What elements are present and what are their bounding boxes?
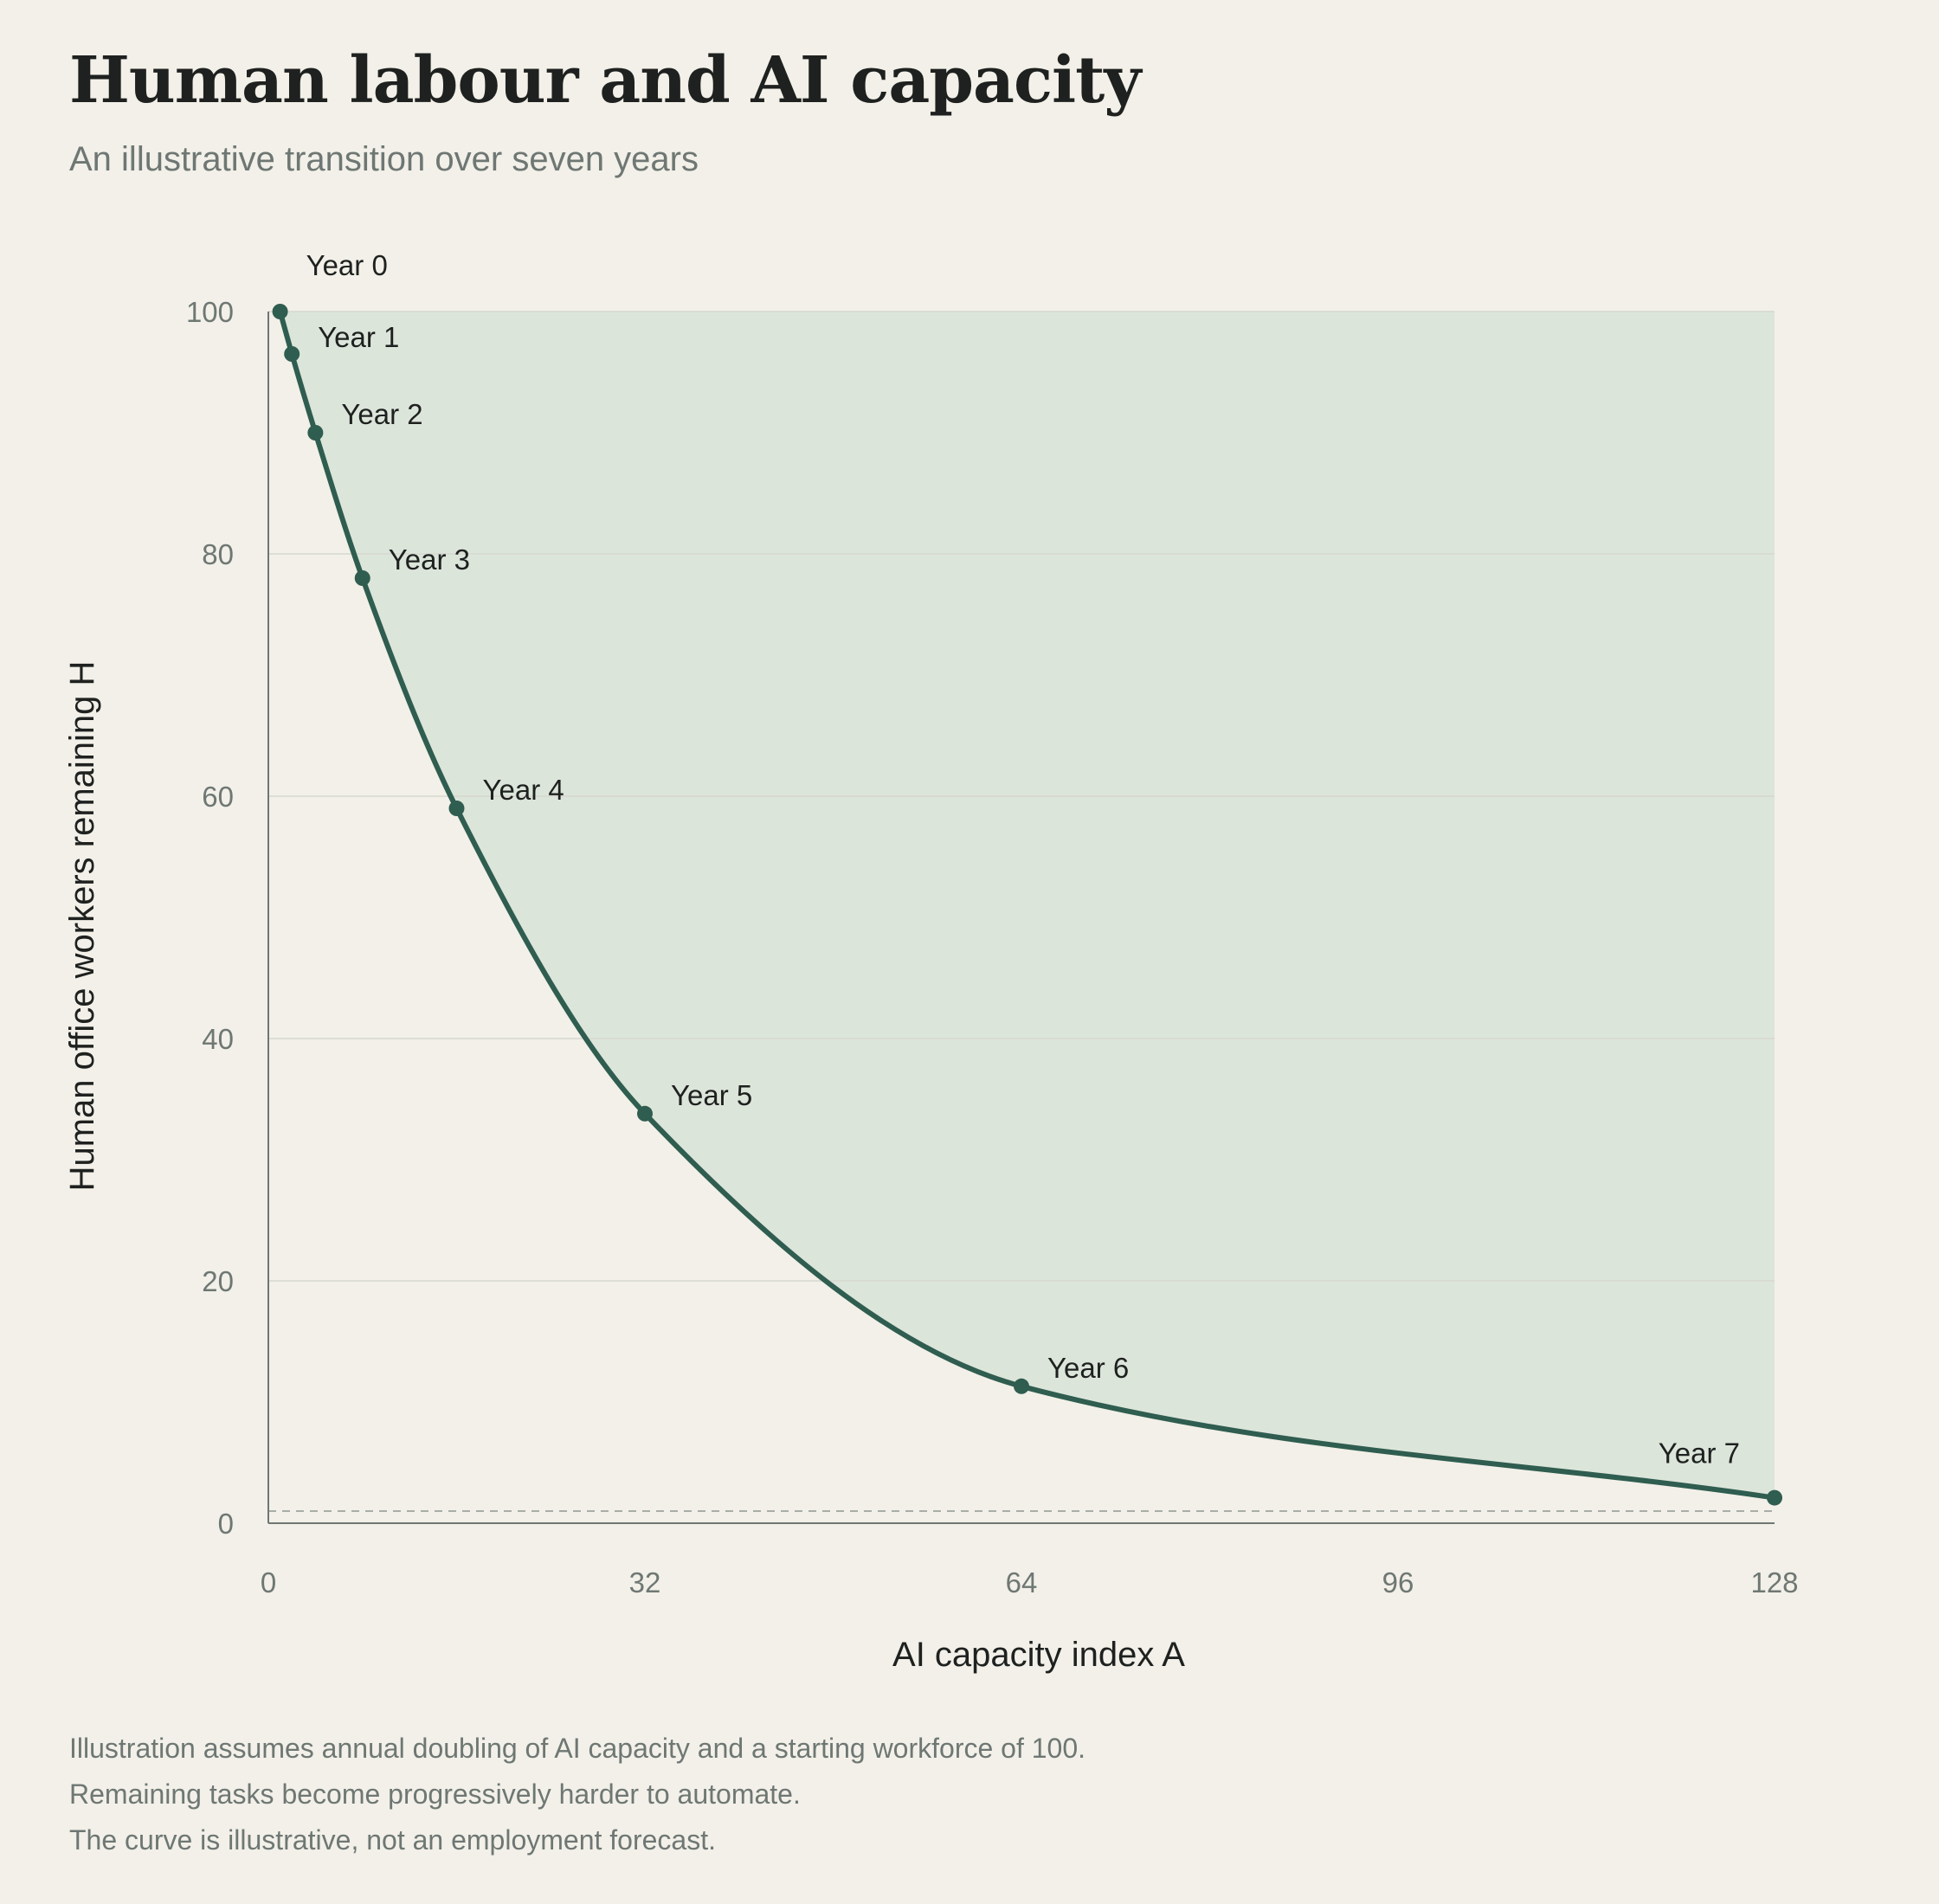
data-point [1014, 1378, 1029, 1394]
data-point-label: Year 2 [341, 398, 422, 430]
data-point [448, 801, 465, 816]
chart-subtitle: An illustrative transition over seven ye… [69, 140, 699, 178]
data-point-label: Year 6 [1047, 1352, 1129, 1384]
point-labels-layer: Year 0 Year 1 Year 2 Year 3 Year 4 Year 5 Year… [306, 249, 1740, 1470]
data-point [1767, 1489, 1782, 1506]
data-point-label: Year 5 [671, 1079, 752, 1111]
data-point [284, 346, 300, 362]
data-point [354, 570, 370, 586]
y-tick-label: 40 [202, 1023, 234, 1055]
data-point-label: Year 3 [389, 544, 470, 576]
data-point [637, 1105, 653, 1122]
y-tick-label: 20 [202, 1265, 234, 1297]
footnotes: Illustration assumes annual doubling of … [69, 1726, 1085, 1863]
chart-title: Human labour and AI capacity [69, 43, 1141, 118]
x-tick-label: 0 [261, 1566, 276, 1598]
footnote-1: Illustration assumes annual doubling of … [69, 1733, 1086, 1764]
y-tick-label: 0 [218, 1508, 234, 1540]
y-axis-label: Human office workers remaining H [63, 661, 101, 1192]
grid-layer [268, 311, 1775, 1512]
x-tick-label: 128 [1750, 1566, 1798, 1598]
data-point-label: Year 7 [1659, 1438, 1740, 1470]
data-point-label: Year 1 [318, 321, 399, 353]
x-tick-label: 96 [1382, 1566, 1414, 1598]
y-tick-label: 80 [202, 538, 234, 570]
footnote-2: Remaining tasks become progressively har… [69, 1779, 801, 1810]
area-fill-layer [280, 312, 1775, 1498]
data-point-label: Year 4 [483, 774, 564, 806]
data-points-layer [272, 304, 1782, 1506]
tick-labels-layer: 0 20 40 60 80 100 0 32 64 96 128 [186, 296, 1799, 1598]
x-tick-label: 32 [629, 1566, 661, 1598]
data-point-label: Year 0 [306, 249, 388, 281]
x-axis-label: AI capacity index A [892, 1636, 1185, 1674]
data-point [272, 304, 288, 319]
footnote-3: The curve is illustrative, not an employ… [69, 1824, 716, 1856]
y-tick-label: 100 [186, 296, 234, 328]
data-point [307, 425, 324, 441]
x-tick-label: 64 [1006, 1566, 1038, 1598]
y-tick-label: 60 [202, 781, 234, 813]
area-fill [280, 312, 1775, 1498]
axis-layer [267, 312, 1775, 1524]
